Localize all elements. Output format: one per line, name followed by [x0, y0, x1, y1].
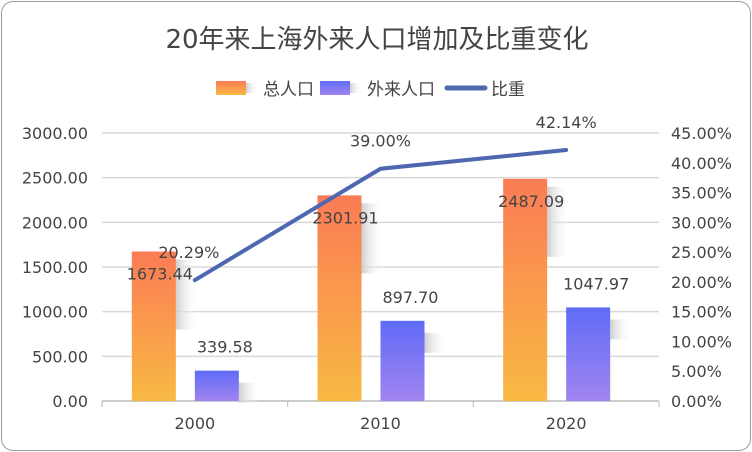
- bar-data-label: 339.58: [197, 338, 253, 357]
- y-right-tick-label: 15.00%: [671, 303, 732, 322]
- y-left-tick-label: 1000.00: [22, 303, 88, 322]
- y-right-tick-label: 0.00%: [671, 392, 722, 411]
- y-right-tick-label: 45.00%: [671, 124, 732, 143]
- line-比重: [192, 148, 569, 283]
- line-data-label: 39.00%: [350, 132, 411, 151]
- y-left-tick-label: 500.00: [32, 347, 88, 366]
- bar-shadow: [610, 319, 633, 340]
- y-right-tick-label: 40.00%: [671, 154, 732, 173]
- line-data-label: 20.29%: [158, 243, 219, 262]
- x-tick-label: 2000: [174, 414, 215, 433]
- y-left-tick-label: 2500.00: [22, 169, 88, 188]
- bar-data-label: 1673.44: [127, 265, 193, 284]
- bar-shadow: [424, 332, 447, 353]
- bar-data-label: 1047.97: [563, 274, 629, 293]
- bar-data-label: 897.70: [383, 288, 439, 307]
- legend-swatch-shadow: [350, 83, 362, 93]
- legend-swatch-总人口[interactable]: [216, 81, 246, 95]
- legend-label[interactable]: 比重: [491, 80, 525, 100]
- bar-外来人口-2000: [194, 370, 239, 401]
- bar-data-label: 2301.91: [312, 208, 378, 227]
- y-left-tick-label: 3000.00: [22, 124, 88, 143]
- line-data-label: 42.14%: [536, 113, 597, 132]
- y-left-tick-label: 1500.00: [22, 258, 88, 277]
- y-right-tick-label: 5.00%: [671, 362, 722, 381]
- y-right-tick-label: 20.00%: [671, 273, 732, 292]
- legend-label[interactable]: 总人口: [263, 80, 314, 100]
- y-right-tick-label: 25.00%: [671, 243, 732, 262]
- bar-总人口-2020: [503, 178, 548, 401]
- y-left-tick-label: 0.00: [52, 392, 88, 411]
- x-tick-label: 2010: [360, 414, 401, 433]
- legend-swatch-外来人口[interactable]: [320, 81, 350, 95]
- y-left-tick-label: 2000.00: [22, 213, 88, 232]
- bar-总人口-2010: [317, 195, 362, 401]
- bar-shadow: [238, 382, 261, 403]
- bar-shadow: [547, 186, 570, 257]
- y-right-tick-label: 35.00%: [671, 184, 732, 203]
- x-tick-label: 2020: [546, 414, 587, 433]
- chart-title: 20年来上海外来人口增加及比重变化: [165, 25, 588, 55]
- bar-shadow: [361, 203, 384, 274]
- bar-shadow: [175, 259, 198, 330]
- bar-data-label: 2487.09: [498, 192, 564, 211]
- y-right-tick-label: 30.00%: [671, 213, 732, 232]
- y-right-tick-label: 10.00%: [671, 332, 732, 351]
- bar-外来人口-2010: [380, 320, 425, 401]
- bar-外来人口-2020: [566, 307, 611, 401]
- legend-label[interactable]: 外来人口: [367, 80, 435, 100]
- bar-总人口-2000: [131, 251, 176, 401]
- legend-swatch-shadow: [246, 83, 258, 93]
